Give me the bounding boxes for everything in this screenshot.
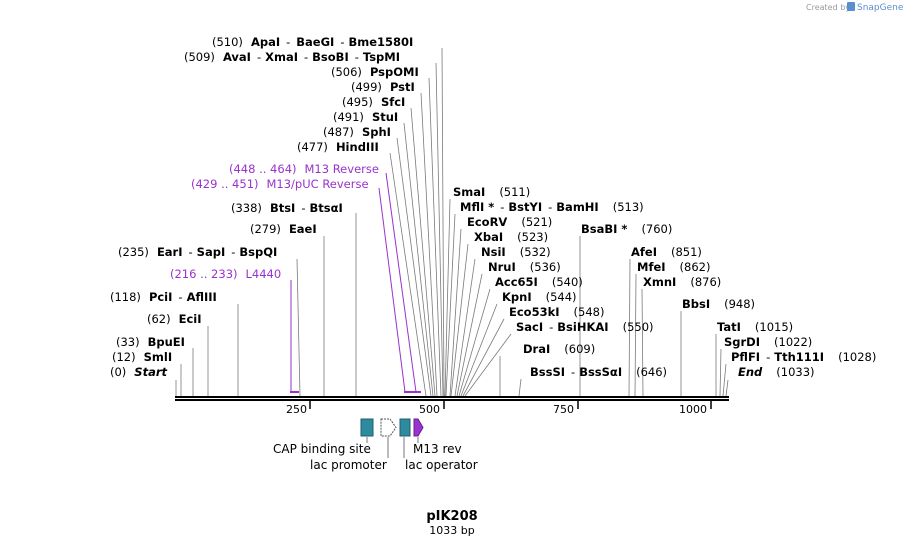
site-label-513[interactable]: MflI * - BstYI - BamHI (513) (460, 200, 644, 214)
primer-l4440[interactable]: (216 .. 233) L4440 (170, 267, 281, 281)
site-label-118[interactable]: (118) PciI - AflIII (110, 290, 217, 304)
site-label-523[interactable]: XbaI (523) (474, 230, 548, 244)
site-label-511[interactable]: SmaI (511) (453, 185, 530, 199)
site-label-1015[interactable]: TatI (1015) (717, 320, 793, 334)
feature-m13-rev[interactable] (413, 418, 424, 437)
feature-track (360, 418, 424, 437)
primer-connectors (290, 172, 417, 393)
site-label-477[interactable]: (477) HindIII (297, 140, 379, 154)
sequence-backbone-strand (175, 399, 729, 401)
tick-500: 500 (419, 403, 440, 416)
tick-250: 250 (286, 403, 307, 416)
plasmid-name: pIK208 (426, 509, 477, 524)
site-label-609[interactable]: DraI (609) (523, 342, 595, 356)
axis-ticks (309, 401, 712, 409)
site-label-510[interactable]: (510) ApaI - BaeGI - Bme1580I (212, 35, 413, 49)
site-label-550[interactable]: SacI - BsiHKAI (550) (516, 320, 654, 334)
site-label-499[interactable]: (499) PstI (351, 80, 415, 94)
feature-connectors (366, 437, 419, 458)
tick-1000: 1000 (679, 403, 707, 416)
feature-label-lac-promoter: lac promoter (310, 458, 387, 472)
site-label-862[interactable]: MfeI (862) (637, 260, 710, 274)
site-label-338[interactable]: (338) BtsI - BtsαI (231, 201, 343, 215)
site-label-235[interactable]: (235) EarI - SapI - BspQI (118, 245, 277, 259)
site-label-491[interactable]: (491) StuI (333, 110, 398, 124)
plasmid-length: 1033 bp (429, 524, 474, 537)
site-label-495[interactable]: (495) SfcI (342, 95, 405, 109)
site-label-1028[interactable]: PflFI - Tth111I (1028) (731, 350, 876, 364)
sequence-backbone (175, 396, 729, 398)
site-label-646[interactable]: BssSI - BssSαI (646) (530, 365, 667, 379)
site-label-760[interactable]: BsaBI * (760) (581, 222, 672, 236)
feature-cap-binding-site[interactable] (360, 418, 374, 437)
site-label-540[interactable]: Acc65I (540) (495, 275, 583, 289)
snapgene-logo-icon (847, 2, 855, 11)
site-connectors (175, 47, 729, 397)
site-label-12[interactable]: (12) SmlI (112, 350, 172, 364)
feature-label-cap: CAP binding site (273, 442, 371, 456)
site-label-end[interactable]: End (1033) (738, 365, 815, 379)
feature-lac-operator[interactable] (399, 418, 411, 437)
site-label-851[interactable]: AfeI (851) (631, 245, 702, 259)
site-label-1022[interactable]: SgrDI (1022) (724, 335, 812, 349)
site-label-521[interactable]: EcoRV (521) (467, 215, 552, 229)
site-label-548[interactable]: Eco53kI (548) (509, 305, 604, 319)
site-label-532[interactable]: NsiI (532) (481, 245, 551, 259)
site-label-544[interactable]: KpnI (544) (502, 290, 577, 304)
site-label-62[interactable]: (62) EciI (147, 312, 202, 326)
tick-750: 750 (553, 403, 574, 416)
site-label-948[interactable]: BbsI (948) (682, 297, 755, 311)
site-label-506[interactable]: (506) PspOMI (331, 65, 419, 79)
site-label-279[interactable]: (279) EaeI (250, 222, 317, 236)
feature-lac-promoter[interactable] (380, 418, 397, 437)
site-label-33[interactable]: (33) BpuEI (116, 335, 185, 349)
site-label-536[interactable]: NruI (536) (488, 260, 561, 274)
credit-prefix: Created by (806, 3, 850, 12)
site-label-876[interactable]: XmnI (876) (643, 275, 721, 289)
site-label-start[interactable]: (0) Start (110, 365, 168, 379)
primer-m13-puc-reverse[interactable]: (429 .. 451) M13/pUC Reverse (191, 177, 369, 191)
site-label-487[interactable]: (487) SphI (323, 125, 391, 139)
primer-m13-reverse[interactable]: (448 .. 464) M13 Reverse (229, 162, 379, 176)
site-label-509[interactable]: (509) AvaI - XmaI - BsoBI - TspMI (184, 50, 400, 64)
feature-label-lac-operator: lac operator (405, 458, 478, 472)
credit-brand: SnapGene (857, 3, 904, 13)
feature-label-m13-rev: M13 rev (413, 442, 462, 456)
